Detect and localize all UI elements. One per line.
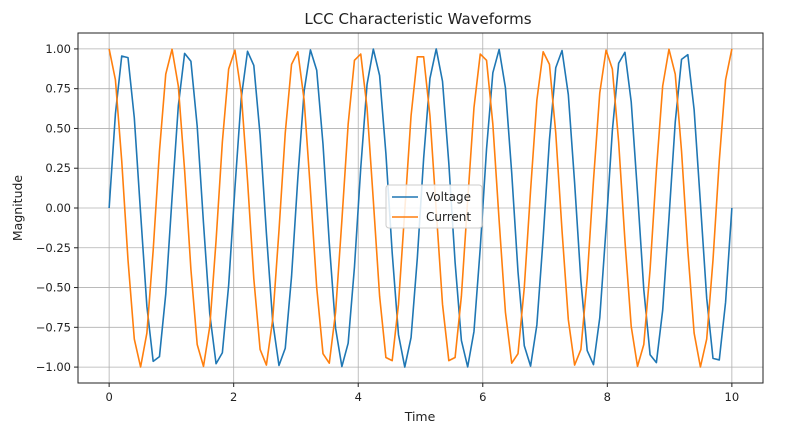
y-tick-label: 0.50 [45, 121, 71, 135]
x-tick-label: 4 [355, 390, 362, 404]
legend: Voltage Current [385, 184, 483, 229]
x-tick-label: 0 [105, 390, 112, 404]
x-tick-label: 2 [230, 390, 237, 404]
legend-label-voltage: Voltage [426, 190, 471, 204]
y-tick-label: −0.25 [36, 241, 71, 255]
y-axis-label: Magnitude [10, 175, 25, 242]
legend-label-current: Current [426, 210, 471, 224]
x-axis-label: Time [404, 409, 436, 424]
y-tick-label: 1.00 [45, 42, 71, 56]
y-tick-label: −1.00 [36, 360, 71, 374]
x-tick-label: 6 [479, 390, 486, 404]
x-axis: 0 2 4 6 8 10 [105, 383, 739, 404]
y-axis: 1.00 0.75 0.50 0.25 0.00 −0.25 −0.50 −0.75 −1.00 [36, 42, 78, 374]
x-tick-label: 10 [725, 390, 740, 404]
series-line-current [108, 48, 733, 368]
y-tick-label: −0.50 [36, 281, 71, 295]
y-tick-label: 0.75 [45, 82, 71, 96]
y-tick-label: −0.75 [36, 320, 71, 334]
chart-title: LCC Characteristic Waveforms [304, 10, 531, 28]
y-tick-label: 0.25 [45, 161, 71, 175]
x-tick-label: 8 [604, 390, 611, 404]
y-tick-label: 0.00 [45, 201, 71, 215]
